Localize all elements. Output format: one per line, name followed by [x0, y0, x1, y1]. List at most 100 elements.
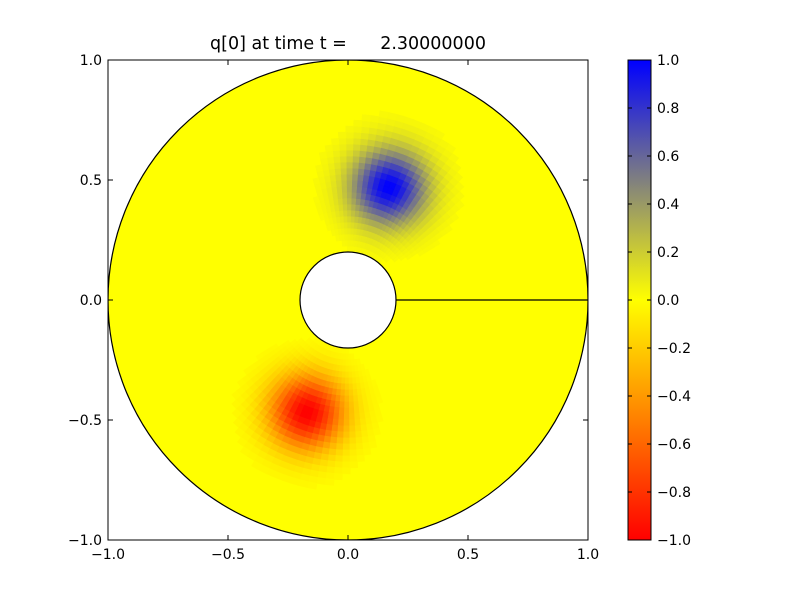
field-cell — [338, 143, 347, 151]
field-cell — [344, 407, 350, 415]
field-cell — [363, 447, 372, 456]
x-tick-label: −1.0 — [91, 547, 125, 563]
field-cell — [346, 245, 351, 253]
field-cell — [345, 137, 354, 145]
field-cell — [337, 131, 347, 139]
field-cell — [341, 239, 346, 247]
field-cell — [350, 353, 355, 361]
field-cell — [345, 353, 350, 361]
field-cell — [342, 365, 347, 373]
positive-feature — [312, 110, 465, 264]
field-cell — [350, 191, 357, 199]
field-cell — [361, 114, 371, 122]
y-tick-label: 0.5 — [80, 173, 102, 189]
field-cell — [338, 413, 345, 421]
field-cell — [331, 424, 339, 432]
x-tick-label: −0.5 — [211, 547, 245, 563]
field-cell — [334, 167, 342, 176]
field-cell — [349, 443, 357, 451]
field-cell — [340, 383, 346, 391]
field-cell — [345, 161, 353, 169]
field-cell — [346, 209, 352, 217]
field-cell — [352, 137, 361, 145]
field-cell — [346, 203, 352, 211]
field-cell — [349, 431, 357, 439]
field-cell — [349, 449, 358, 457]
field-cell — [354, 413, 361, 421]
colorbar: −1.0 −0.8 −0.6 −0.4 −0.2 0.0 0.2 0.4 0.6 0.8 1.0 — [627, 53, 691, 549]
field-cell — [336, 443, 344, 451]
field-cell — [339, 161, 347, 169]
field-cell — [342, 359, 347, 367]
field-cell — [337, 431, 345, 439]
field-cell — [369, 115, 380, 123]
field-cell — [372, 427, 381, 436]
colorbar-tick-label: −0.4 — [657, 389, 691, 405]
field-cell — [378, 110, 389, 119]
colorbar-tick-label: 1.0 — [657, 53, 679, 69]
field-cell — [346, 191, 352, 199]
field-cell — [339, 149, 347, 157]
field-cell — [351, 185, 358, 193]
field-cell — [334, 173, 342, 182]
field-cell — [340, 389, 346, 397]
field-cell — [340, 167, 347, 175]
field-cell — [342, 461, 351, 469]
field-cell — [341, 377, 346, 385]
field-cell — [343, 425, 351, 433]
field-cell — [333, 473, 343, 481]
field-cell — [345, 125, 354, 133]
field-cell — [349, 227, 354, 235]
field-cell — [325, 150, 334, 158]
field-cell — [355, 430, 363, 439]
colorbar-tick-label: −1.0 — [657, 533, 691, 549]
colorbar-tick-label: 0.2 — [657, 245, 679, 261]
x-axis: −1.0 −0.5 0.0 0.5 1.0 — [91, 60, 599, 563]
field-cell — [315, 164, 324, 173]
field-cell — [358, 150, 367, 158]
field-cell — [362, 174, 370, 183]
field-cell — [351, 173, 359, 181]
field-cell — [340, 173, 347, 181]
field-cell — [351, 179, 358, 187]
field-cell — [356, 180, 363, 188]
field-cell — [343, 419, 350, 427]
colorbar-tick-label: 0.4 — [657, 197, 679, 213]
field-cell — [361, 120, 371, 128]
field-cell — [375, 414, 384, 423]
chart-title: q[0] at time t = 2.30000000 — [210, 34, 486, 54]
field-cell — [356, 454, 365, 463]
y-axis: −1.0 −0.5 0.0 0.5 1.0 — [68, 53, 588, 549]
field-cell — [351, 161, 359, 169]
field-cell — [329, 442, 338, 450]
field-cell — [353, 125, 362, 133]
field-cell — [346, 197, 352, 205]
inner-boundary — [299, 251, 397, 349]
field-cell — [346, 239, 351, 247]
field-cell — [348, 395, 355, 403]
y-tick-label: 1.0 — [80, 53, 102, 69]
field-cell — [342, 467, 351, 475]
colorbar-tick-label: 0.8 — [657, 101, 679, 117]
field-cell — [346, 215, 351, 223]
field-cell — [350, 221, 355, 229]
field-cell — [349, 233, 354, 241]
field-cell — [330, 430, 339, 438]
field-cell — [339, 401, 346, 409]
field-cell — [327, 460, 336, 468]
field-cell — [350, 209, 356, 217]
field-cell — [346, 221, 351, 229]
field-cell — [355, 436, 364, 445]
colorbar-tick-label: −0.6 — [657, 437, 691, 453]
colorbar-tick-label: −0.8 — [657, 485, 691, 501]
field-cell — [344, 389, 350, 397]
field-cell — [343, 431, 351, 439]
field-cell — [345, 143, 354, 151]
field-cell — [345, 365, 350, 373]
y-tick-label: −0.5 — [68, 413, 102, 429]
field-cell — [345, 371, 350, 379]
field-cell — [335, 179, 342, 187]
field-cell — [335, 449, 344, 457]
field-cell — [355, 198, 361, 206]
field-cell — [344, 383, 350, 391]
